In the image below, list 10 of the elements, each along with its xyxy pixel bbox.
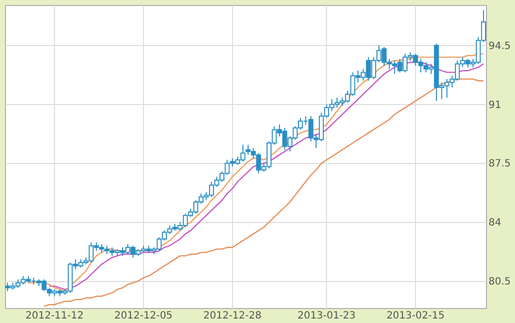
y-tick-label: 87.5	[488, 158, 511, 170]
x-tick-label: 2013-01-23	[298, 310, 356, 322]
y-tick-label: 84	[488, 218, 502, 229]
x-tick-label: 2012-11-12	[26, 310, 84, 322]
y-tick-label: 94.5	[488, 40, 511, 52]
x-tick-label: 2013-02-15	[386, 310, 445, 322]
x-tick-label: 2012-12-28	[203, 310, 262, 322]
y-tick-label: 91	[488, 100, 502, 111]
x-tick-label: 2012-12-05	[114, 310, 173, 322]
y-tick-label: 80.5	[488, 276, 511, 288]
